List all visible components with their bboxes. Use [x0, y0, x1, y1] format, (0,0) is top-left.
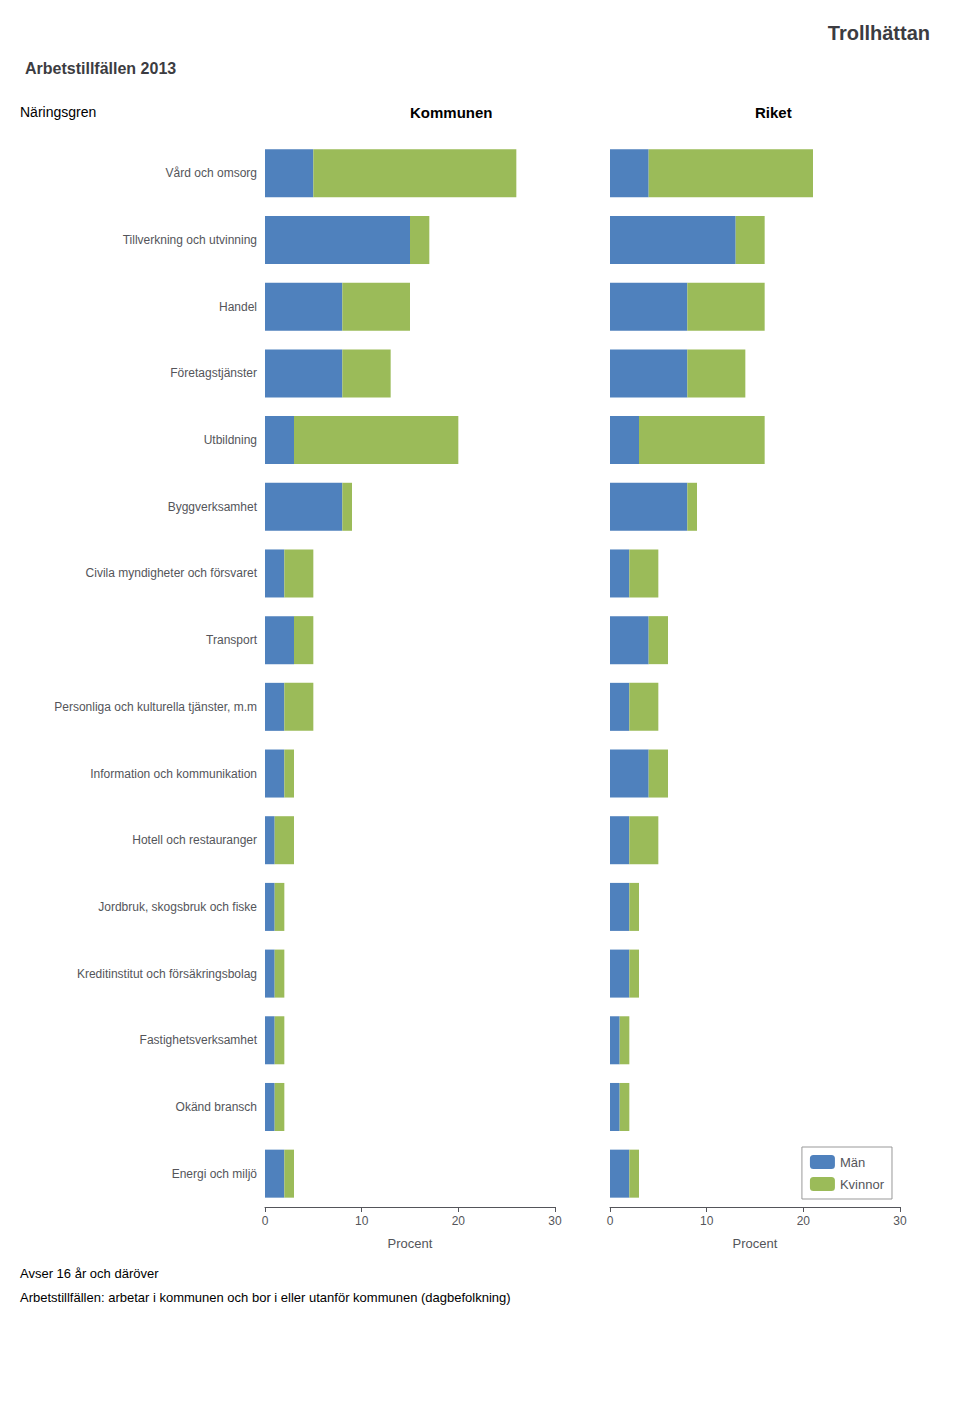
- svg-text:Näringsgren: Näringsgren: [20, 104, 96, 120]
- svg-text:Jordbruk, skogsbruk och fiske: Jordbruk, skogsbruk och fiske: [98, 900, 257, 914]
- svg-text:Kommunen: Kommunen: [410, 104, 493, 121]
- svg-text:0: 0: [607, 1214, 614, 1228]
- svg-text:Kvinnor: Kvinnor: [840, 1177, 885, 1192]
- svg-text:Riket: Riket: [755, 104, 792, 121]
- svg-text:20: 20: [452, 1214, 466, 1228]
- svg-text:Okänd bransch: Okänd bransch: [176, 1100, 257, 1114]
- svg-text:Civila myndigheter och försvar: Civila myndigheter och försvaret: [86, 566, 258, 580]
- svg-text:Hotell och restauranger: Hotell och restauranger: [132, 833, 257, 847]
- svg-text:Arbetstillfällen 2013: Arbetstillfällen 2013: [25, 60, 176, 77]
- svg-text:Företagstjänster: Företagstjänster: [170, 366, 257, 380]
- svg-text:30: 30: [893, 1214, 907, 1228]
- svg-text:Tillverkning och utvinning: Tillverkning och utvinning: [123, 233, 257, 247]
- svg-text:Procent: Procent: [733, 1236, 778, 1251]
- svg-text:0: 0: [262, 1214, 269, 1228]
- svg-text:Trollhättan: Trollhättan: [828, 22, 930, 44]
- svg-text:Procent: Procent: [388, 1236, 433, 1251]
- svg-text:Energi och miljö: Energi och miljö: [172, 1167, 258, 1181]
- svg-text:Byggverksamhet: Byggverksamhet: [168, 500, 258, 514]
- svg-text:Utbildning: Utbildning: [204, 433, 257, 447]
- svg-text:Arbetstillfällen: arbetar i ko: Arbetstillfällen: arbetar i kommunen och…: [20, 1290, 511, 1305]
- svg-text:Avser 16 år och däröver: Avser 16 år och däröver: [20, 1266, 159, 1281]
- svg-text:10: 10: [355, 1214, 369, 1228]
- svg-text:20: 20: [797, 1214, 811, 1228]
- svg-text:Information och kommunikation: Information och kommunikation: [90, 767, 257, 781]
- svg-text:Personliga och kulturella tjän: Personliga och kulturella tjänster, m.m: [54, 700, 257, 714]
- svg-text:Kreditinstitut och försäkrings: Kreditinstitut och försäkringsbolag: [77, 967, 257, 981]
- svg-text:Vård och omsorg: Vård och omsorg: [166, 166, 257, 180]
- svg-text:Män: Män: [840, 1155, 865, 1170]
- svg-text:Fastighetsverksamhet: Fastighetsverksamhet: [140, 1033, 258, 1047]
- svg-text:30: 30: [548, 1214, 562, 1228]
- svg-text:Transport: Transport: [206, 633, 258, 647]
- svg-text:10: 10: [700, 1214, 714, 1228]
- svg-text:Handel: Handel: [219, 300, 257, 314]
